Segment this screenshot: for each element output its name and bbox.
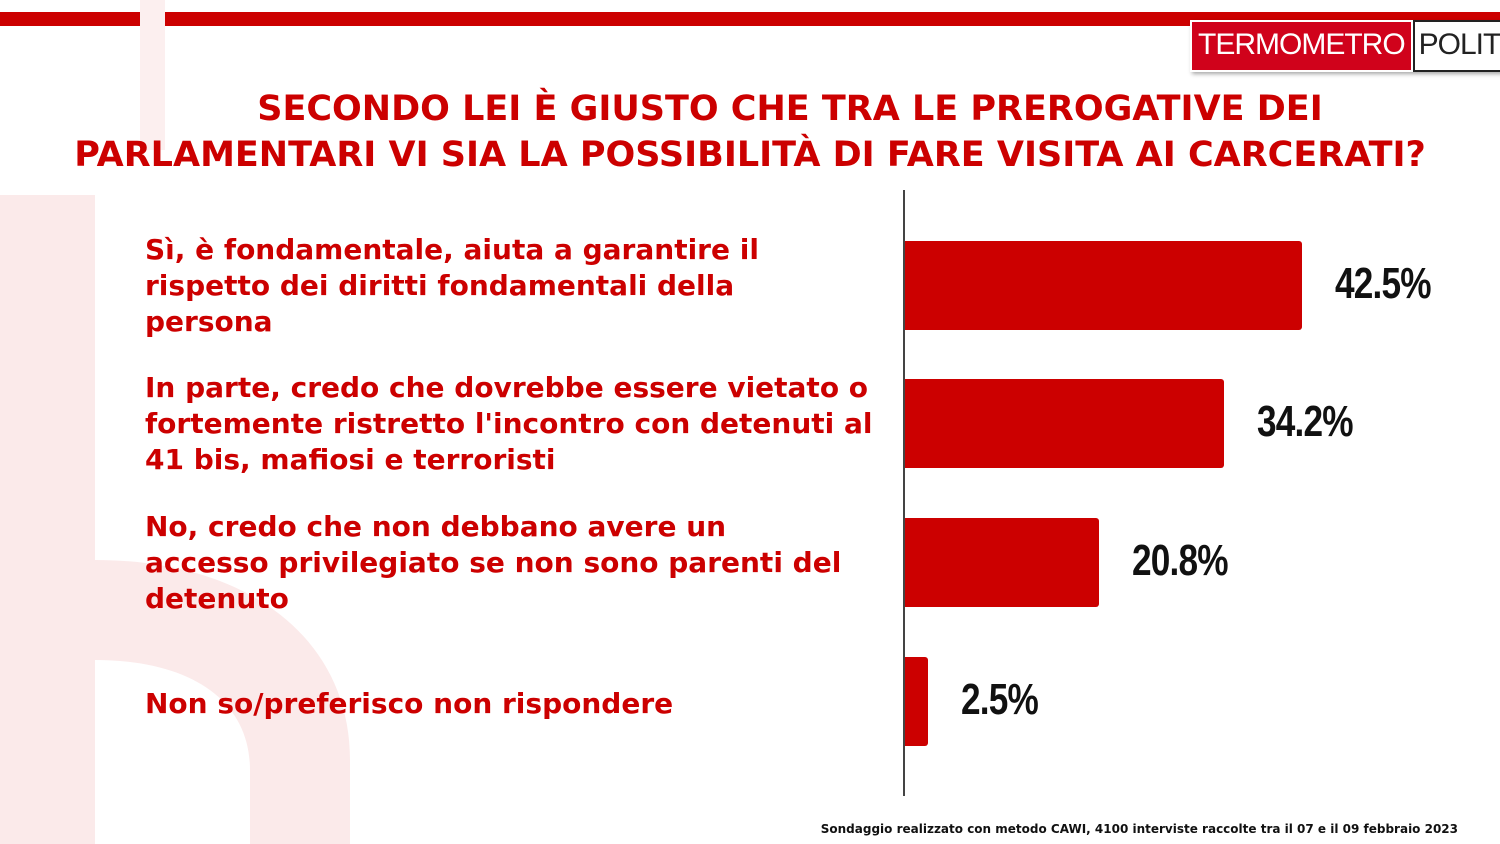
value-label-1: 42.5% — [1335, 258, 1432, 308]
value-label-3: 20.8% — [1132, 535, 1229, 585]
title-line-1: SECONDO LEI È GIUSTO CHE TRA LE PREROGAT… — [257, 89, 1323, 129]
category-label-1: Sì, è fondamentale, aiuta a garantire il… — [145, 232, 885, 340]
category-label-1-line-2: rispetto dei diritti fondamentali della — [145, 268, 735, 302]
category-label-2-line-2: fortemente ristretto l'incontro con dete… — [145, 406, 873, 440]
top-accent-bar — [0, 12, 1500, 26]
category-label-4: Non so/preferisco non rispondere — [145, 686, 885, 722]
category-label-2-line-1: In parte, credo che dovrebbe essere viet… — [145, 370, 869, 404]
category-label-3: No, credo che non debbano avere un access… — [145, 509, 885, 617]
background-watermark — [0, 0, 350, 844]
bar-1 — [905, 241, 1302, 330]
category-label-3-line-2: accesso privilegiato se non sono parenti… — [145, 545, 842, 579]
value-label-4: 2.5% — [961, 674, 1039, 724]
category-label-2: In parte, credo che dovrebbe essere viet… — [145, 370, 885, 478]
logo-part-termometro: TERMOMETRO — [1190, 20, 1413, 72]
category-label-4-line-1: Non so/preferisco non rispondere — [145, 686, 674, 720]
bar-3 — [905, 518, 1100, 607]
chart-title: SECONDO LEI È GIUSTO CHE TRA LE PREROGAT… — [0, 86, 1500, 178]
category-axis-line — [903, 190, 905, 796]
category-label-2-line-3: 41 bis, mafiosi e terroristi — [145, 442, 556, 476]
category-label-1-line-3: persona — [145, 304, 273, 338]
brand-logo: TERMOMETRO POLITICO — [1190, 20, 1500, 72]
value-label-2: 34.2% — [1257, 396, 1354, 446]
title-line-2: PARLAMENTARI VI SIA LA POSSIBILITÀ DI FA… — [74, 135, 1426, 175]
category-label-1-line-1: Sì, è fondamentale, aiuta a garantire il — [145, 232, 759, 266]
logo-part-politico: POLITICO — [1412, 20, 1500, 72]
bar-4 — [905, 657, 929, 746]
survey-footnote: Sondaggio realizzato con metodo CAWI, 41… — [820, 822, 1458, 836]
category-label-3-line-1: No, credo che non debbano avere un — [145, 509, 727, 543]
category-label-3-line-3: detenuto — [145, 581, 289, 615]
bar-2 — [905, 379, 1225, 468]
